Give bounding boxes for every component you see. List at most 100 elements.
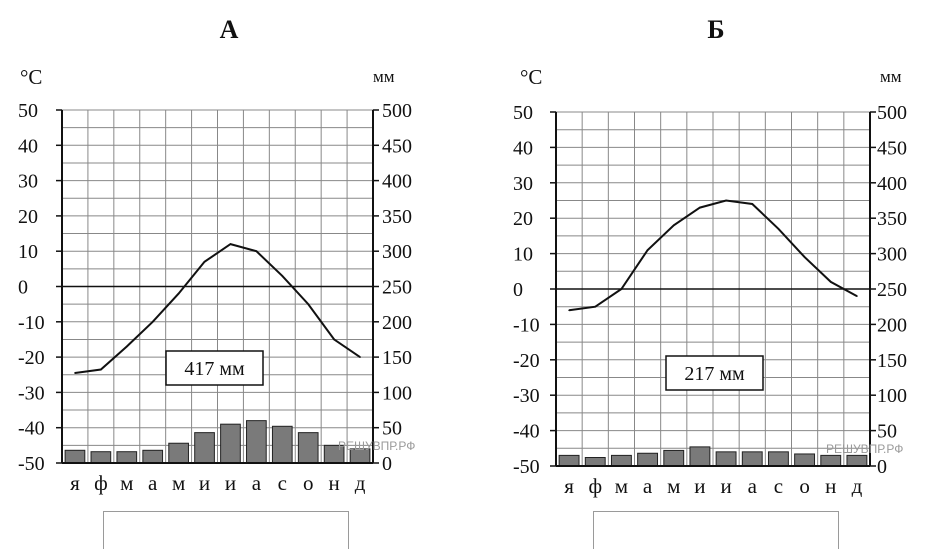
temperature-point [751, 203, 754, 205]
month-label: а [252, 471, 262, 495]
precip-tick-label: 150 [382, 347, 412, 369]
precip-bar [794, 453, 816, 467]
precip-tick-label: 250 [877, 279, 907, 301]
temperature-point [255, 250, 258, 252]
temp-tick-label: -40 [18, 418, 45, 440]
month-label: я [70, 471, 80, 495]
temp-tick-label: 20 [513, 208, 533, 230]
temperature-point [777, 228, 780, 230]
chart-title: А [220, 15, 239, 44]
temp-tick-label: 20 [18, 206, 38, 228]
temperature-point [100, 368, 102, 371]
month-label: м [120, 471, 133, 495]
temperature-point [151, 321, 154, 323]
temperature-point [725, 199, 727, 202]
precip-tick-label: 250 [382, 277, 412, 299]
temperature-point [307, 303, 310, 305]
temperature-point [359, 356, 361, 358]
temp-tick-label: -40 [513, 421, 540, 443]
temperature-point [803, 256, 806, 258]
temp-tick-label: 0 [513, 279, 523, 301]
temp-tick-label: 40 [18, 135, 38, 157]
precip-bar [767, 451, 789, 467]
temp-tick-label: -20 [513, 350, 540, 372]
precip-tick-label: 500 [382, 100, 412, 122]
precip-bar [610, 454, 632, 467]
month-label: и [199, 471, 210, 495]
month-label: и [225, 471, 236, 495]
temp-unit-label: °C [20, 65, 42, 89]
precip-tick-label: 0 [382, 453, 392, 475]
precip-tick-label: 150 [877, 350, 907, 372]
temp-tick-label: 30 [18, 171, 38, 193]
temperature-line [74, 243, 361, 374]
precip-tick-label: 400 [877, 173, 907, 195]
watermark-text: РЕШУВПР.РФ [826, 442, 903, 456]
precip-tick-label: 350 [382, 206, 412, 228]
precip-tick-label: 100 [877, 385, 907, 407]
precip-tick-label: 350 [877, 208, 907, 230]
temp-tick-label: 0 [18, 277, 28, 299]
temperature-point [333, 338, 335, 341]
month-label: ф [588, 474, 602, 498]
precip-bar [584, 457, 606, 467]
precip-tick-label: 200 [877, 314, 907, 336]
temperature-point [856, 295, 858, 297]
temperature-point [177, 292, 180, 295]
month-label: м [667, 474, 680, 498]
temp-tick-label: -30 [513, 385, 540, 407]
precip-bar [64, 449, 86, 464]
precip-tick-label: 200 [382, 312, 412, 334]
temp-tick-label: 50 [18, 100, 38, 122]
precip-bar [846, 454, 868, 467]
month-label: ф [94, 471, 108, 495]
temp-tick-label: 10 [18, 241, 38, 263]
temperature-point [125, 345, 128, 348]
temp-tick-label: -20 [18, 347, 45, 369]
temp-tick-label: 50 [513, 102, 533, 124]
month-label: м [172, 471, 185, 495]
precip-bar [194, 432, 215, 464]
month-label: и [694, 474, 705, 498]
temp-tick-label: -50 [513, 456, 540, 478]
precip-bar [90, 451, 112, 464]
temp-unit-label: °C [520, 65, 542, 89]
temperature-point [281, 275, 284, 277]
month-label: д [852, 474, 863, 498]
precip-tick-label: 450 [382, 135, 412, 157]
month-label: о [303, 471, 314, 495]
precip-tick-label: 0 [877, 456, 887, 478]
precip-tick-label: 300 [382, 241, 412, 263]
temperature-point [568, 309, 570, 312]
precip-bar [168, 442, 189, 464]
precip-tick-label: 50 [382, 418, 402, 440]
precip-tick-label: 500 [877, 102, 907, 124]
precip-tick-label: 50 [877, 421, 897, 443]
climatogram-b: Б°C мм50403020100-10-20-30-40-50500450400… [513, 15, 907, 498]
total-precip-label: 417 мм [184, 358, 245, 380]
temperature-point [699, 206, 701, 209]
precip-tick-label: 450 [877, 137, 907, 159]
month-label: с [278, 471, 287, 495]
month-label: н [825, 474, 836, 498]
month-label: о [799, 474, 810, 498]
answer-box-a[interactable] [103, 511, 349, 549]
temperature-point [203, 260, 206, 263]
temperature-point [672, 224, 675, 227]
temp-tick-label: 40 [513, 137, 533, 159]
precip-bar [637, 452, 659, 467]
precip-bar [246, 420, 267, 464]
temperature-point [620, 288, 623, 290]
month-label: а [748, 474, 758, 498]
month-label: с [774, 474, 783, 498]
precip-bar [558, 454, 580, 467]
precip-bar [715, 451, 737, 467]
temp-tick-label: -50 [18, 453, 45, 475]
temp-tick-label: -10 [513, 314, 540, 336]
answer-box-b[interactable] [593, 511, 839, 549]
watermark-text: РЕШУВПР.РФ [338, 439, 415, 453]
month-label: и [720, 474, 731, 498]
temperature-point [646, 249, 649, 251]
temp-tick-label: -10 [18, 312, 45, 334]
